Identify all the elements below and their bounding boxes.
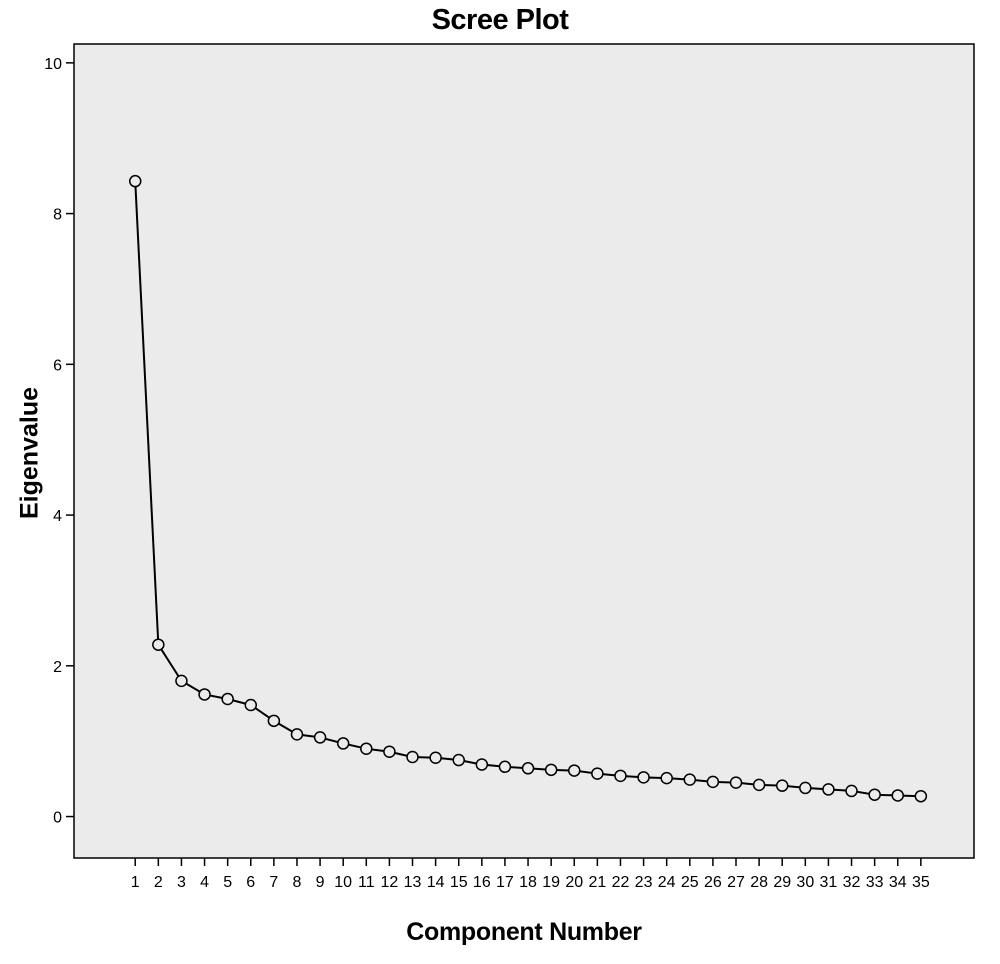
x-tick-label: 27 [727,874,745,891]
data-point-31 [822,783,835,796]
data-point-13 [406,750,419,764]
x-tick-label: 6 [246,874,255,891]
data-point-3 [175,674,188,688]
data-point-25 [683,773,697,786]
x-axis: 1 2 3 4 5 6 7 8 9 10 11 12 13 14 15 16 17 18 19 20 21 22 23 24 2… [131,858,930,891]
x-tick-label: 25 [681,874,699,891]
x-tick-label: 1 [131,874,140,891]
data-point-28 [752,778,766,792]
data-point-20 [568,764,581,777]
x-tick-label: 33 [866,874,884,891]
data-point-35 [914,789,928,803]
x-axis-label: Component Number [406,918,642,946]
x-tick-label: 10 [334,874,352,891]
y-tick-label: 0 [53,810,62,827]
data-point-4 [198,688,211,701]
y-axis: 0 2 4 6 8 10 [44,56,74,827]
x-tick-label: 24 [658,874,676,891]
x-tick-label: 18 [519,874,537,891]
y-tick-label: 4 [53,508,62,525]
x-tick-label: 23 [635,874,653,891]
data-point-6 [244,698,258,712]
x-tick-label: 16 [473,874,491,891]
chart-title: Scree Plot [431,4,569,36]
data-point-26 [706,775,720,789]
x-tick-label: 11 [358,874,375,891]
x-tick-label: 19 [542,874,560,891]
data-point-19 [544,763,558,777]
data-point-8 [290,728,304,741]
x-tick-label: 3 [177,874,186,891]
series-eigenvalues [128,174,928,803]
x-tick-label: 17 [496,874,514,891]
x-tick-label: 7 [269,874,278,891]
x-tick-label: 21 [588,874,606,891]
data-point-7 [267,714,281,728]
data-point-18 [521,762,535,775]
data-point-32 [845,784,858,798]
data-point-30 [799,781,812,795]
y-tick-label: 6 [53,357,62,374]
x-tick-label: 31 [820,874,838,891]
x-tick-label: 32 [843,874,861,891]
x-tick-label: 4 [200,874,209,891]
x-tick-label: 35 [912,874,930,891]
x-tick-label: 30 [796,874,814,891]
data-point-21 [591,767,604,780]
y-tick-label: 2 [53,659,62,676]
x-tick-label: 20 [565,874,583,891]
data-point-12 [383,745,396,758]
x-tick-label: 12 [381,874,399,891]
x-tick-label: 34 [889,874,907,891]
data-point-14 [429,751,442,765]
data-point-9 [313,731,327,744]
data-point-15 [452,753,465,767]
plot-area [73,43,975,859]
data-point-33 [868,788,881,801]
data-point-27 [729,776,743,789]
data-point-11 [360,742,373,755]
x-tick-label: 13 [404,874,422,891]
data-point-1 [128,174,142,188]
data-point-22 [614,769,627,783]
y-tick-label: 10 [44,56,62,73]
x-tick-label: 29 [773,874,791,891]
data-point-34 [891,789,904,802]
x-tick-label: 22 [612,874,630,891]
x-tick-label: 14 [427,874,445,891]
x-tick-label: 26 [704,874,722,891]
data-point-24 [660,771,673,785]
data-point-23 [637,771,650,784]
data-point-17 [498,760,512,774]
x-tick-label: 9 [316,874,325,891]
x-tick-label: 8 [293,874,302,891]
y-tick-label: 8 [53,207,62,224]
data-point-2 [152,638,165,651]
data-point-10 [336,737,350,750]
x-tick-label: 5 [223,874,232,891]
x-tick-label: 15 [450,874,468,891]
x-tick-label: 28 [750,874,768,891]
data-point-16 [475,758,489,771]
x-tick-label: 2 [154,874,163,891]
data-point-29 [775,779,789,792]
data-point-5 [221,692,234,706]
